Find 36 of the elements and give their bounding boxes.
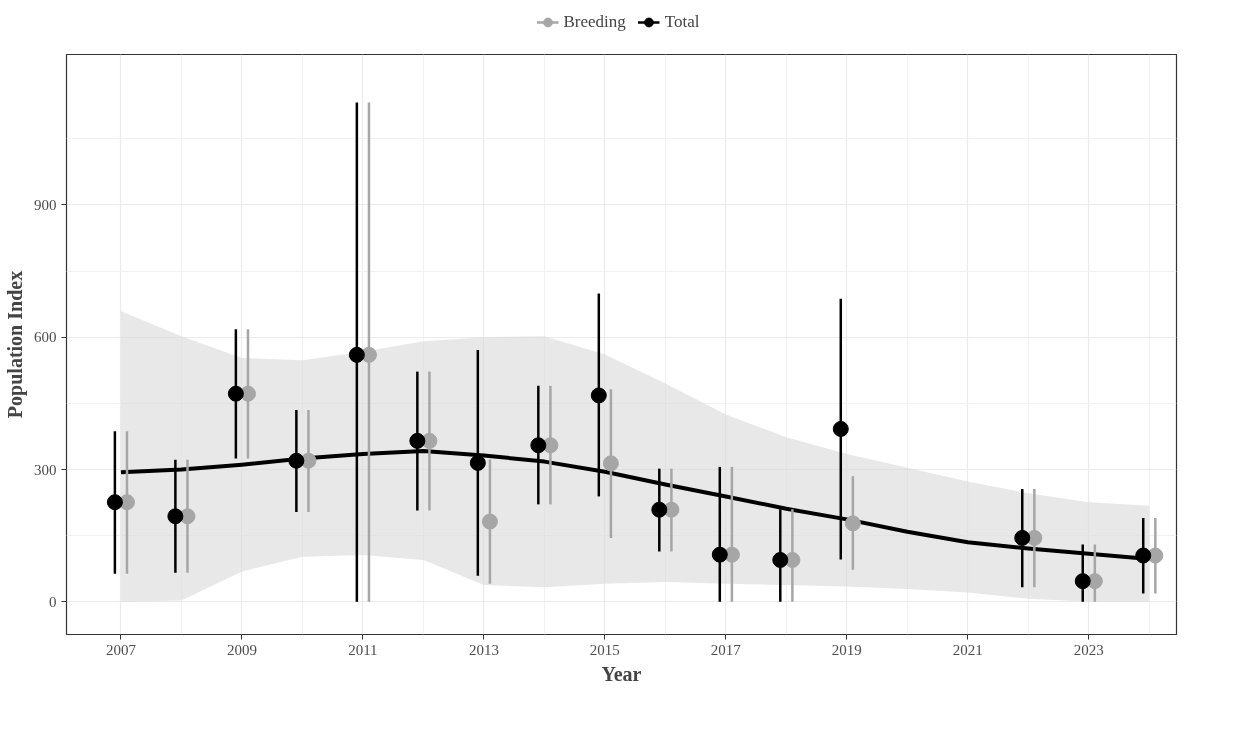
point: [227, 385, 244, 402]
point: [348, 346, 365, 363]
point: [106, 494, 123, 511]
point: [530, 437, 547, 454]
x-tick-label: 2007: [105, 641, 137, 658]
point: [167, 508, 184, 525]
y-tick-label: 0: [49, 593, 57, 610]
x-axis-title: Year: [601, 662, 642, 685]
point: [602, 455, 619, 472]
point: [711, 546, 728, 563]
point: [832, 420, 849, 437]
legend-label: Total: [664, 12, 700, 32]
y-tick-label: 900: [34, 196, 57, 213]
x-tick-label: 2011: [348, 641, 378, 658]
point: [651, 501, 668, 518]
legend-label: Breeding: [563, 12, 626, 32]
y-axis-title: Population Index: [4, 270, 27, 419]
y-tick-label: 300: [34, 461, 57, 478]
point: [844, 515, 861, 532]
point: [1014, 529, 1031, 546]
x-tick-label: 2023: [1073, 641, 1104, 658]
point: [409, 432, 426, 449]
x-tick-label: 2021: [952, 641, 983, 658]
point: [1074, 573, 1091, 590]
x-tick-label: 2013: [468, 641, 499, 658]
point: [481, 513, 498, 530]
x-tick-label: 2009: [226, 641, 257, 658]
y-tick-label: 600: [34, 329, 57, 346]
point: [288, 452, 305, 469]
point: [1135, 547, 1152, 564]
point: [469, 454, 486, 471]
x-tick-label: 2017: [710, 641, 742, 658]
x-tick-label: 2019: [831, 641, 862, 658]
point: [772, 551, 789, 568]
x-tick-label: 2015: [589, 641, 620, 658]
point: [590, 387, 607, 404]
